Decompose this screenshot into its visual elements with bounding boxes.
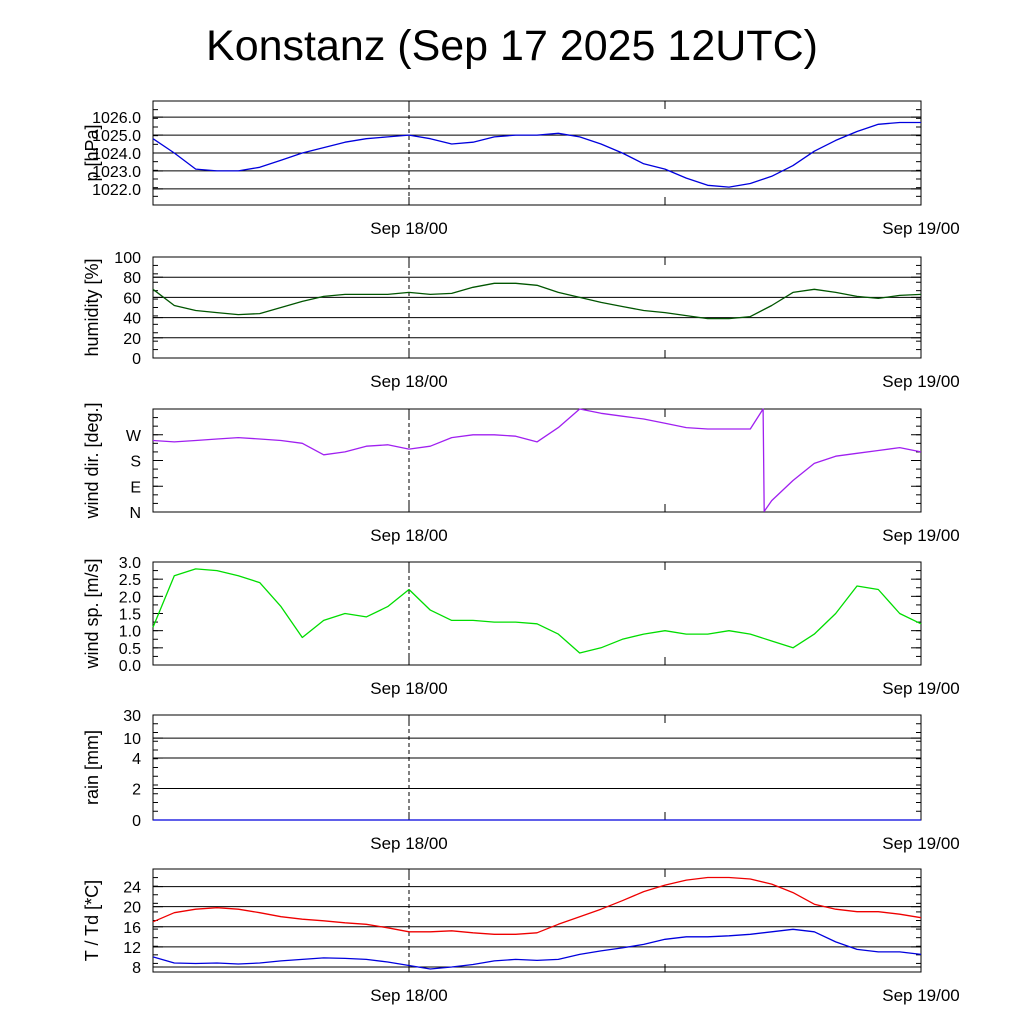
- y-tick-label: 30: [123, 708, 141, 725]
- y-tick-label: 1.0: [119, 624, 141, 641]
- y-tick-label: 16: [123, 920, 141, 937]
- x-tick-label: Sep 19/00: [882, 372, 960, 391]
- y-axis-label: p [hPa]: [82, 124, 102, 181]
- y-axis-label: rain [mm]: [82, 730, 102, 805]
- x-tick-label: Sep 19/00: [882, 219, 960, 238]
- series-line-t: [152, 876, 922, 935]
- y-tick-label: 0.5: [119, 641, 141, 658]
- y-tick-label: 0.0: [119, 658, 141, 675]
- y-axis-label: T / Td [*C]: [82, 880, 102, 961]
- plot-frame: [152, 714, 922, 821]
- x-tick-label: Sep 18/00: [370, 372, 448, 391]
- y-tick-label: 20: [123, 900, 141, 917]
- y-tick-label: 1023.0: [92, 164, 141, 181]
- y-tick-label: W: [126, 428, 142, 445]
- y-tick-label: N: [129, 505, 141, 522]
- plot-frame: [152, 408, 922, 513]
- y-tick-label: 20: [123, 331, 141, 348]
- y-tick-label: 2.5: [119, 572, 141, 589]
- y-tick-label: 1024.0: [92, 146, 141, 163]
- x-tick-label: Sep 18/00: [370, 219, 448, 238]
- y-tick-label: 12: [123, 940, 141, 957]
- y-tick-label: 1.5: [119, 607, 141, 624]
- chart-title: Konstanz (Sep 17 2025 12UTC): [206, 22, 818, 70]
- series-line-wind_dir: [152, 408, 922, 513]
- x-tick-label: Sep 19/00: [882, 834, 960, 853]
- y-axis-label: humidity [%]: [82, 258, 102, 356]
- y-tick-label: 1025.0: [92, 128, 141, 145]
- y-tick-label: 10: [123, 731, 141, 748]
- x-tick-label: Sep 19/00: [882, 679, 960, 698]
- y-tick-label: 24: [123, 880, 141, 897]
- series-line-humidity: [152, 282, 922, 320]
- x-tick-label: Sep 19/00: [882, 526, 960, 545]
- y-tick-label: 8: [132, 960, 141, 977]
- y-tick-label: 0: [132, 351, 141, 368]
- series-line-wind_speed: [152, 568, 922, 654]
- y-tick-label: 3.0: [119, 555, 141, 572]
- y-axis-label: wind dir. [deg.]: [82, 402, 102, 519]
- plot-frame: [152, 868, 922, 973]
- y-tick-label: 100: [114, 250, 141, 267]
- y-tick-label: 2.0: [119, 589, 141, 606]
- x-tick-label: Sep 19/00: [882, 986, 960, 1005]
- y-tick-label: 1026.0: [92, 110, 141, 127]
- panel-5: 0 2 4 10 30 Sep 18/00 Sep 19/00 rain [mm]: [82, 708, 960, 853]
- series-line-td: [152, 928, 922, 970]
- y-tick-label: 4: [132, 751, 141, 768]
- plot-frame: [152, 256, 922, 359]
- y-tick-label: 2: [132, 782, 141, 799]
- y-tick-label: 40: [123, 311, 141, 328]
- x-tick-label: Sep 18/00: [370, 679, 448, 698]
- panel-2: 0 20 40 60 80 100 Sep 18/00 Sep 19/00 humidity […: [82, 250, 960, 391]
- x-tick-label: Sep 18/00: [370, 986, 448, 1005]
- y-tick-label: 1022.0: [92, 182, 141, 199]
- y-tick-label: 60: [123, 290, 141, 307]
- panel-6: 8 12 16 20 24 Sep 18/00 Sep 19/00 T / Td [*C]: [82, 868, 960, 1005]
- y-tick-label: E: [130, 479, 141, 496]
- y-tick-label: 0: [132, 813, 141, 830]
- series-line-pressure: [152, 121, 921, 188]
- x-tick-label: Sep 18/00: [370, 526, 448, 545]
- plot-frame: [152, 561, 922, 666]
- y-tick-label: 80: [123, 270, 141, 287]
- x-tick-label: Sep 18/00: [370, 834, 448, 853]
- y-axis-label: wind sp. [m/s]: [82, 558, 102, 669]
- y-tick-label: S: [130, 454, 141, 471]
- panel-4: 0.00.51.01.52.02.53.0 Sep 18/00 Sep 19/00 w…: [82, 555, 960, 698]
